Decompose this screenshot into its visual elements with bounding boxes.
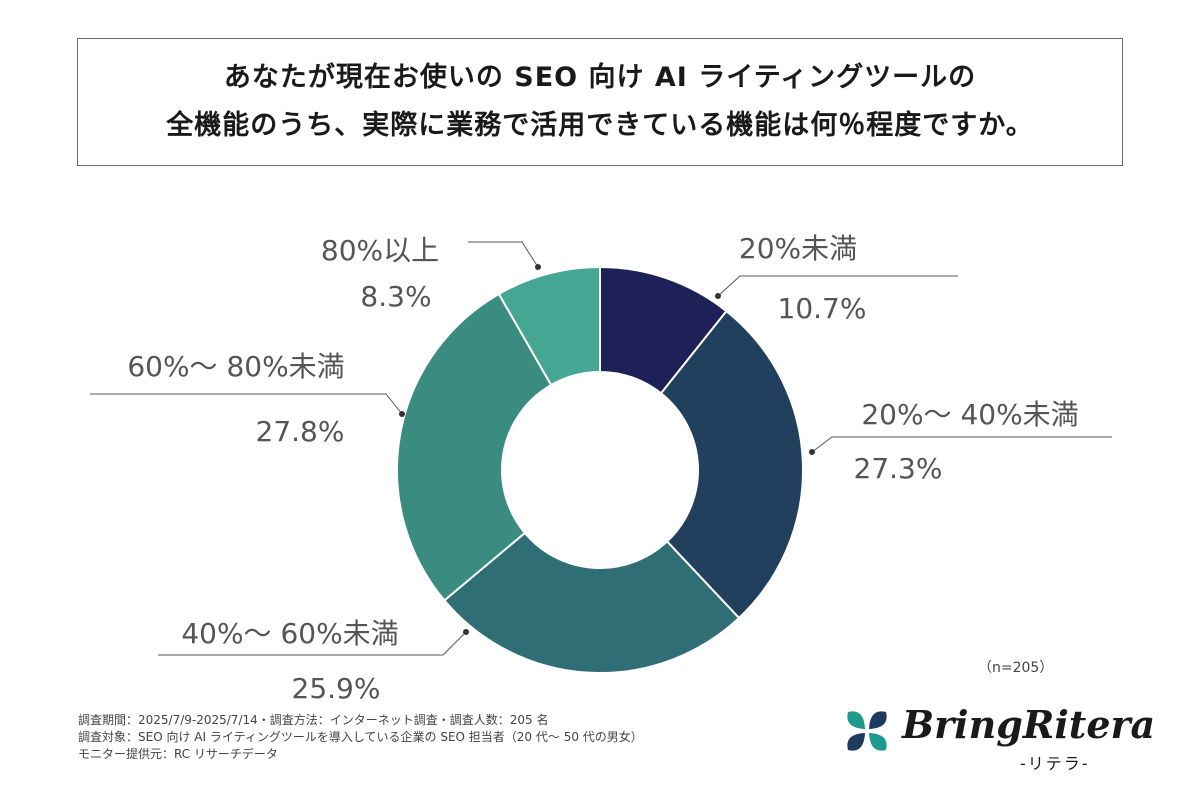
logo-mark-icon (842, 706, 892, 756)
category-label-3: 40%〜 60%未満 (181, 617, 398, 650)
leader-line-2 (812, 437, 1112, 452)
category-label-2: 20%〜 40%未満 (861, 398, 1078, 431)
footnote-data-provider: モニター提供元：RC リサーチデータ (78, 746, 643, 763)
footnote-survey-period: 調査期間：2025/7/9-2025/7/14・調査方法：インターネット調査・調… (78, 712, 643, 729)
logo-name: BringRitera (902, 702, 1155, 747)
brand-logo: BringRitera -リテラ- (840, 700, 1140, 780)
value-label-4: 27.8% (256, 415, 345, 448)
leader-dot-5 (535, 264, 541, 270)
leader-dot-3 (463, 629, 469, 635)
category-label-5: 80%以上 (321, 234, 439, 267)
category-label-4: 60%〜 80%未満 (127, 350, 344, 383)
footnote-survey-target: 調査対象：SEO 向け AI ライティングツールを導入している企業の SEO 担… (78, 729, 643, 746)
value-label-1: 10.7% (778, 292, 867, 325)
leader-dot-2 (809, 449, 815, 455)
leader-dot-1 (715, 293, 721, 299)
footnotes: 調査期間：2025/7/9-2025/7/14・調査方法：インターネット調査・調… (78, 712, 643, 763)
category-label-1: 20%未満 (739, 232, 857, 265)
leader-line-5 (468, 242, 538, 267)
logo-subtitle: -リテラ- (1020, 750, 1090, 774)
value-label-3: 25.9% (292, 672, 381, 705)
value-label-5: 8.3% (360, 280, 431, 313)
leader-dot-4 (399, 411, 405, 417)
value-label-2: 27.3% (854, 452, 943, 485)
sample-size: （n=205） (978, 657, 1053, 677)
leader-line-4 (90, 394, 402, 414)
